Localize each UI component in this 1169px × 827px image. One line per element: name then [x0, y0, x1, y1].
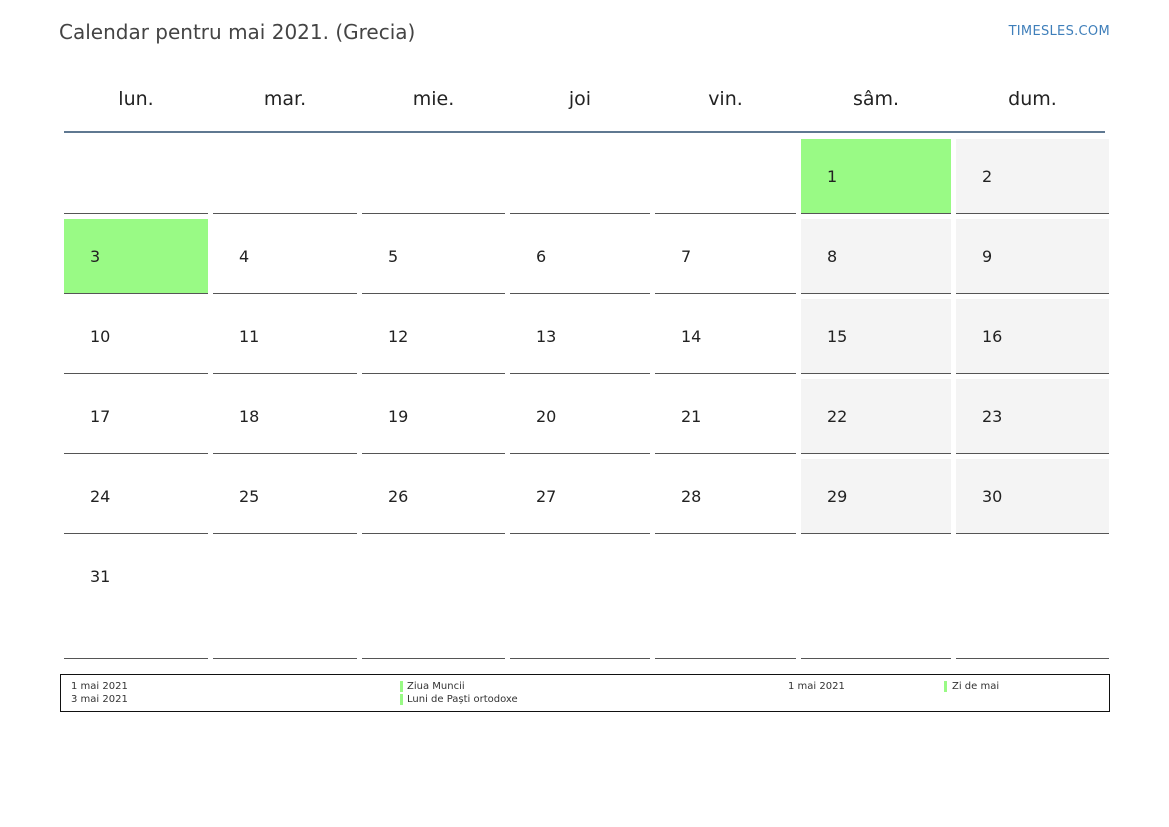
day-cell: [362, 539, 505, 659]
day-cell: 14: [655, 299, 796, 374]
day-cell: 13: [510, 299, 650, 374]
day-number: 11: [239, 327, 260, 346]
day-number: 19: [388, 407, 409, 426]
day-cell: 2: [956, 139, 1109, 214]
day-cell: 26: [362, 459, 505, 534]
day-cell: [655, 539, 796, 659]
day-cell: 7: [655, 219, 796, 294]
day-number: 8: [827, 247, 838, 266]
holiday-color-marker: [400, 694, 403, 705]
day-number: 15: [827, 327, 848, 346]
day-cell: 24: [64, 459, 208, 534]
day-number: 28: [681, 487, 702, 506]
day-number: 26: [388, 487, 409, 506]
weekday-tuesday: mar.: [263, 88, 307, 110]
day-cell: 10: [64, 299, 208, 374]
day-number: 29: [827, 487, 848, 506]
day-number: 6: [536, 247, 547, 266]
day-cell: [64, 139, 208, 214]
day-cell: [362, 139, 505, 214]
holiday-color-marker: [944, 681, 947, 692]
day-cell: 3: [64, 219, 208, 294]
day-number: 2: [982, 167, 993, 186]
day-number: 4: [239, 247, 250, 266]
day-cell: 29: [801, 459, 951, 534]
day-cell: [801, 539, 951, 659]
holiday-color-marker: [400, 681, 403, 692]
weekday-thursday: joi: [568, 88, 592, 110]
day-cell: 23: [956, 379, 1109, 454]
day-cell: [213, 139, 357, 214]
day-cell: 12: [362, 299, 505, 374]
day-cell: 6: [510, 219, 650, 294]
day-number: 9: [982, 247, 993, 266]
day-number: 3: [90, 247, 101, 266]
day-cell: [213, 539, 357, 659]
day-number: 22: [827, 407, 848, 426]
weekday-header-row: lun. mar. mie. joi vin. sâm. dum.: [64, 80, 1105, 130]
day-cell: 25: [213, 459, 357, 534]
day-number: 27: [536, 487, 557, 506]
weekday-wednesday: mie.: [412, 88, 455, 110]
day-number: 12: [388, 327, 409, 346]
day-cell: 21: [655, 379, 796, 454]
day-cell: [655, 139, 796, 214]
day-cell: 28: [655, 459, 796, 534]
day-number: 5: [388, 247, 399, 266]
day-number: 21: [681, 407, 702, 426]
brand-link[interactable]: TIMESLES.COM: [1008, 24, 1110, 39]
day-cell: 31: [64, 539, 208, 659]
day-cell: [510, 139, 650, 214]
day-cell: 19: [362, 379, 505, 454]
day-number: 20: [536, 407, 557, 426]
page-title: Calendar pentru mai 2021. (Grecia): [59, 20, 416, 44]
legend-date: 3 mai 2021: [71, 694, 128, 705]
day-cell: 16: [956, 299, 1109, 374]
day-cell: [510, 539, 650, 659]
day-number: 31: [90, 567, 111, 586]
day-cell: 5: [362, 219, 505, 294]
weekday-saturday: sâm.: [852, 88, 900, 110]
day-number: 25: [239, 487, 260, 506]
day-number: 14: [681, 327, 702, 346]
weekday-sunday: dum.: [1008, 88, 1057, 110]
legend-date: 1 mai 2021: [788, 681, 845, 692]
day-cell: [956, 539, 1109, 659]
holiday-legend: 1 mai 2021 Ziua Muncii 3 mai 2021 Luni d…: [60, 674, 1110, 712]
day-cell: 4: [213, 219, 357, 294]
day-cell: 15: [801, 299, 951, 374]
day-cell: 18: [213, 379, 357, 454]
day-cell: 11: [213, 299, 357, 374]
day-number: 24: [90, 487, 111, 506]
day-number: 17: [90, 407, 111, 426]
day-cell: 9: [956, 219, 1109, 294]
legend-holiday-name: Ziua Muncii: [407, 681, 465, 692]
day-cell: 27: [510, 459, 650, 534]
day-cell: 17: [64, 379, 208, 454]
weekday-friday: vin.: [708, 88, 743, 110]
day-cell: 8: [801, 219, 951, 294]
header-divider: [64, 131, 1105, 133]
day-number: 13: [536, 327, 557, 346]
legend-holiday-name: Zi de mai: [952, 681, 1000, 692]
day-number: 30: [982, 487, 1003, 506]
day-number: 23: [982, 407, 1003, 426]
day-number: 7: [681, 247, 692, 266]
day-number: 1: [827, 167, 838, 186]
day-cell: 20: [510, 379, 650, 454]
weekday-monday: lun.: [118, 88, 154, 110]
day-number: 18: [239, 407, 260, 426]
day-cell: 30: [956, 459, 1109, 534]
day-number: 10: [90, 327, 111, 346]
day-number: 16: [982, 327, 1003, 346]
day-cell: 22: [801, 379, 951, 454]
calendar-grid: 1 2 3 4 5 6 7 8 9 10 11 12 13 14 15 16 1…: [64, 139, 1109, 659]
legend-holiday-name: Luni de Paști ortodoxe: [407, 694, 518, 705]
day-cell: 1: [801, 139, 951, 214]
legend-date: 1 mai 2021: [71, 681, 128, 692]
